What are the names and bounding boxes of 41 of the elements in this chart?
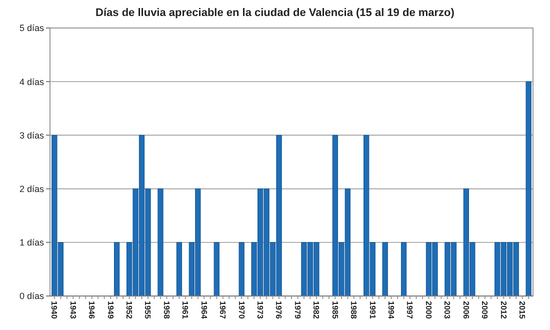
x-tick-label: 2009	[480, 301, 490, 320]
x-tick-label: 2015	[518, 301, 527, 320]
x-tick-label: 2000	[424, 301, 433, 320]
x-tick-label: 1976	[274, 301, 284, 320]
x-tick-label: 1982	[312, 301, 321, 320]
x-tick-label: 1961	[180, 301, 190, 320]
x-tick-label: 1979	[292, 301, 302, 320]
y-tick-label: 2 días	[19, 184, 44, 194]
bar	[238, 242, 244, 296]
x-tick-label: 1946	[87, 301, 96, 320]
x-tick-label: 1970	[236, 301, 246, 320]
x-tick-label: 1985	[330, 301, 340, 320]
bar	[158, 188, 164, 296]
bar	[214, 242, 220, 296]
bar	[526, 81, 532, 296]
x-tick-label: 1994	[386, 301, 396, 320]
x-tick-label: 2003	[442, 301, 452, 320]
x-tick-label: 1988	[349, 301, 358, 320]
bar	[114, 242, 120, 296]
x-tick-label: 1973	[256, 301, 265, 320]
bar	[176, 242, 182, 296]
x-tick-label: 1940	[50, 301, 59, 320]
y-tick-label: 3 días	[19, 130, 44, 140]
x-tick-label: 1949	[106, 301, 115, 320]
x-tick-label: 2012	[498, 301, 508, 320]
x-tick-label: 1991	[368, 301, 377, 320]
bar	[400, 242, 407, 296]
x-tick-label: 1997	[405, 301, 414, 320]
y-tick-label: 1 días	[19, 238, 44, 248]
x-tick-label: 2006	[461, 301, 470, 320]
x-tick-label: 1943	[68, 301, 78, 320]
x-tick-label: 1967	[218, 301, 228, 320]
x-tick-label: 1964	[199, 301, 208, 320]
y-tick-label: 5 días	[19, 23, 44, 34]
x-tick-label: 1958	[162, 301, 171, 320]
y-tick-label: 0 días	[19, 291, 44, 302]
chart-title: Días de lluvia apreciable en la ciudad de Valencia (15 al 19 de marzo)	[96, 7, 455, 19]
y-tick-label: 4 días	[19, 76, 44, 87]
bar	[382, 242, 388, 296]
x-tick-label: 1952	[124, 301, 134, 320]
x-tick-label: 1955	[143, 301, 152, 320]
